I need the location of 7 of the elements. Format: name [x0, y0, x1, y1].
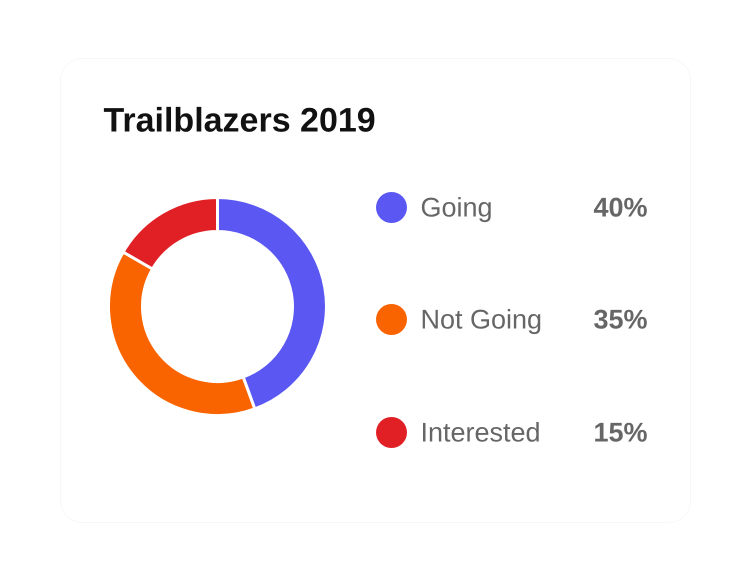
chart-title: Trailblazers 2019: [104, 102, 376, 140]
data-label: 15%: [593, 418, 648, 448]
legend-label: Going: [420, 192, 493, 222]
data-label: 35%: [593, 304, 648, 334]
legend-label: Interested: [420, 418, 541, 448]
legend-label: Not Going: [420, 304, 542, 334]
data-label: 40%: [593, 192, 648, 222]
